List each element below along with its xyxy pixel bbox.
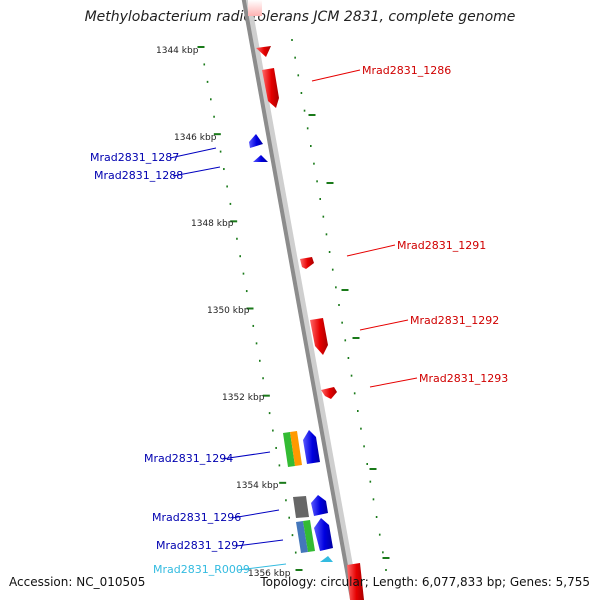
connector-1297 (235, 539, 284, 547)
gene-arrow-faded-top (248, 0, 262, 16)
position-label: 1354 kbp (236, 481, 279, 491)
gene-arrow-mrad2831-1293 (321, 387, 337, 399)
gene-arrow-mrad2831-1297 (314, 518, 333, 551)
gene-arrow-mrad2831-1287 (249, 134, 263, 148)
position-labels: 1344 kbp 1346 kbp 1348 kbp 1350 kbp 1352… (156, 46, 291, 579)
gene-label-mrad2831-1291: Mrad2831_1291 (397, 239, 486, 252)
gene-label-mrad2831-1297: Mrad2831_1297 (156, 539, 245, 552)
gene-feature-gray (293, 496, 309, 518)
gene-arrow-mrad2831-1286 (262, 68, 279, 108)
gene-arrow-mrad2831-1291 (300, 257, 314, 269)
position-label: 1352 kbp (222, 393, 265, 403)
connector-1294 (221, 451, 271, 460)
gene-arrow-bottom (347, 563, 364, 600)
connector-1291 (346, 244, 396, 257)
gene-labels: Mrad2831_1286 Mrad2831_1287 Mrad2831_128… (90, 64, 508, 576)
gene-label-mrad2831-1293: Mrad2831_1293 (419, 372, 508, 385)
gene-label-mrad2831-1292: Mrad2831_1292 (410, 314, 499, 327)
position-label: 1344 kbp (156, 46, 199, 56)
gene-arrow-small-1 (256, 46, 271, 57)
position-label: 1348 kbp (191, 219, 234, 229)
gene-label-mrad2831-1287: Mrad2831_1287 (90, 151, 179, 164)
connector-1293 (369, 377, 418, 388)
gene-feature-green-2 (303, 520, 315, 552)
position-label: 1346 kbp (174, 133, 217, 143)
label-connectors (169, 69, 418, 571)
rna-feature-mrad2831-r0009 (320, 556, 333, 562)
connector-1296 (231, 509, 280, 519)
gene-arrow-mrad2831-1288 (253, 155, 268, 162)
gene-arrow-mrad2831-1296 (311, 495, 328, 516)
position-label: 1350 kbp (207, 306, 250, 316)
position-label: 1356 kbp (248, 569, 291, 579)
gene-label-mrad2831-1294: Mrad2831_1294 (144, 452, 233, 465)
gene-feature-orange (290, 431, 302, 466)
accession-text: Accession: NC_010505 (9, 575, 146, 589)
backbone-shadow (244, 0, 360, 600)
map-title: Methylobacterium radiotolerans JCM 2831,… (84, 9, 516, 25)
connector-1287 (169, 147, 217, 159)
connector-1288 (172, 166, 221, 177)
connector-1292 (359, 319, 409, 331)
gene-label-mrad2831-1288: Mrad2831_1288 (94, 169, 183, 182)
connector-1286 (311, 69, 361, 82)
tick-marks (197, 39, 390, 571)
connector-r0009 (237, 563, 287, 571)
gene-label-mrad2831-1296: Mrad2831_1296 (152, 511, 241, 524)
gene-label-mrad2831-r0009: Mrad2831_R0009 (153, 563, 250, 576)
gene-arrow-mrad2831-1294 (303, 430, 320, 464)
gene-feature-green (283, 432, 295, 467)
gene-feature-steel (296, 521, 308, 553)
gene-label-mrad2831-1286: Mrad2831_1286 (362, 64, 451, 77)
gene-features (248, 0, 364, 600)
gene-arrow-mrad2831-1292 (310, 318, 328, 355)
genome-backbone (241, 0, 355, 600)
topology-text: Topology: circular; Length: 6,077,833 bp… (260, 575, 590, 589)
